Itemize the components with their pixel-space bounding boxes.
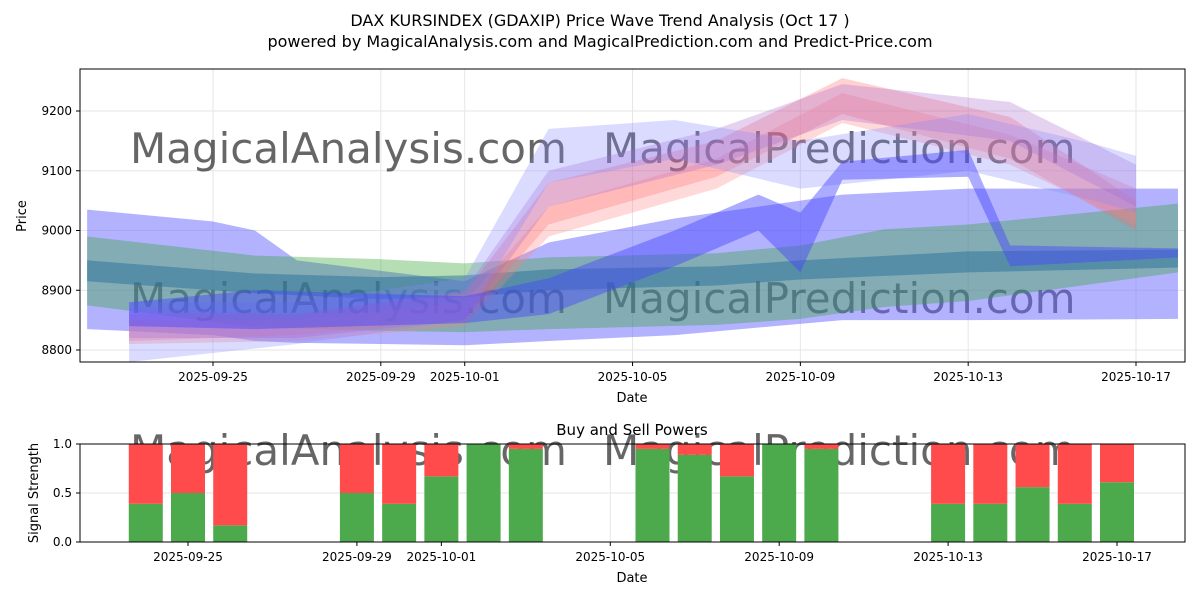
- buy-bar: [508, 448, 543, 542]
- y-tick-label: 0.0: [53, 535, 72, 549]
- price-band-blue-upper: [129, 113, 1136, 362]
- signal-chart: 0.0 0.5 1.0 2025-09-25 2025-09-29 2025-10-01 2…: [27, 421, 1186, 586]
- x-tick-label: 2025-10-05: [575, 550, 645, 564]
- x-tick-label: 2025-09-29: [346, 370, 416, 384]
- x-tick-label: 2025-09-29: [322, 550, 392, 564]
- x-tick-label: 2025-10-17: [1082, 550, 1152, 564]
- sell-bar: [804, 444, 839, 449]
- sell-bar: [719, 444, 754, 477]
- x-tick-label: 2025-10-01: [406, 550, 476, 564]
- y-tick-label: 9000: [41, 224, 72, 238]
- buy-bar: [339, 493, 374, 542]
- sell-bar: [931, 444, 966, 504]
- price-band-purple: [129, 84, 1136, 339]
- sell-bar: [973, 444, 1008, 504]
- x-tick-label: 2025-09-25: [178, 370, 248, 384]
- buy-bar: [466, 444, 501, 542]
- sell-bar: [382, 444, 417, 504]
- watermark: MagicalPrediction.com: [603, 124, 1076, 173]
- buy-bar: [382, 503, 417, 542]
- x-tick-label: 2025-10-13: [933, 370, 1003, 384]
- y-tick-label: 9200: [41, 104, 72, 118]
- x-tick-label: 2025-10-09: [744, 550, 814, 564]
- sell-bar: [171, 444, 205, 493]
- y-tick-label: 8800: [41, 343, 72, 357]
- buy-bar: [424, 476, 459, 542]
- x-tick-label: 2025-09-25: [153, 550, 223, 564]
- sell-bar: [677, 444, 712, 455]
- buy-bar: [1057, 503, 1092, 542]
- y-axis-label: Signal Strength: [27, 443, 42, 543]
- sell-bar: [128, 444, 163, 504]
- y-tick-label: 0.5: [53, 486, 72, 500]
- buy-bar: [171, 493, 205, 542]
- buy-bar: [635, 448, 670, 542]
- y-tick-label: 9100: [41, 164, 72, 178]
- x-axis-label: Date: [616, 391, 647, 406]
- title-line1: DAX KURSINDEX (GDAXIP) Price Wave Trend …: [350, 11, 849, 30]
- x-axis-label: Date: [616, 571, 647, 586]
- y-tick-label: 8900: [41, 283, 72, 297]
- price-band-red-1: [129, 78, 1136, 342]
- sell-bar: [635, 444, 670, 449]
- price-band-teal-center: [87, 249, 1178, 300]
- x-tick-label: 2025-10-05: [598, 370, 668, 384]
- y-axis-label: Price: [15, 200, 30, 232]
- chart-title: Buy and Sell Powers: [556, 421, 708, 439]
- buy-bar: [677, 454, 712, 542]
- sell-bar: [213, 444, 248, 526]
- x-tick-label: 2025-10-09: [765, 370, 835, 384]
- buy-bar: [128, 503, 163, 542]
- price-band-blue-winding: [129, 149, 1178, 330]
- title-line2: powered by MagicalAnalysis.com and Magic…: [267, 32, 932, 51]
- sell-bar: [1057, 444, 1092, 504]
- sell-bar: [508, 444, 543, 449]
- buy-bar: [213, 525, 248, 542]
- watermark: MagicalAnalysis.com: [130, 124, 567, 173]
- buy-bar: [931, 503, 966, 542]
- buy-bar: [719, 476, 754, 542]
- x-tick-label: 2025-10-17: [1101, 370, 1171, 384]
- sell-bar: [339, 444, 374, 493]
- price-chart: 8800 8900 9000 9100 9200 2025-09-25 2025-09-29…: [15, 68, 1186, 406]
- y-tick-label: 1.0: [53, 437, 72, 451]
- plot-frame: [79, 443, 1186, 543]
- x-tick-label: 2025-10-13: [913, 550, 983, 564]
- sell-bar: [1015, 444, 1050, 488]
- sell-bar: [424, 444, 459, 477]
- sell-bar: [1100, 444, 1134, 483]
- buy-bar: [1100, 482, 1134, 542]
- buy-bar: [804, 448, 839, 542]
- plot-frame: [79, 68, 1186, 363]
- buy-bar: [1015, 487, 1050, 542]
- price-band-blue-wide: [87, 188, 1178, 346]
- buy-bar: [973, 503, 1008, 542]
- buy-bar: [762, 444, 797, 542]
- x-tick-label: 2025-10-01: [430, 370, 500, 384]
